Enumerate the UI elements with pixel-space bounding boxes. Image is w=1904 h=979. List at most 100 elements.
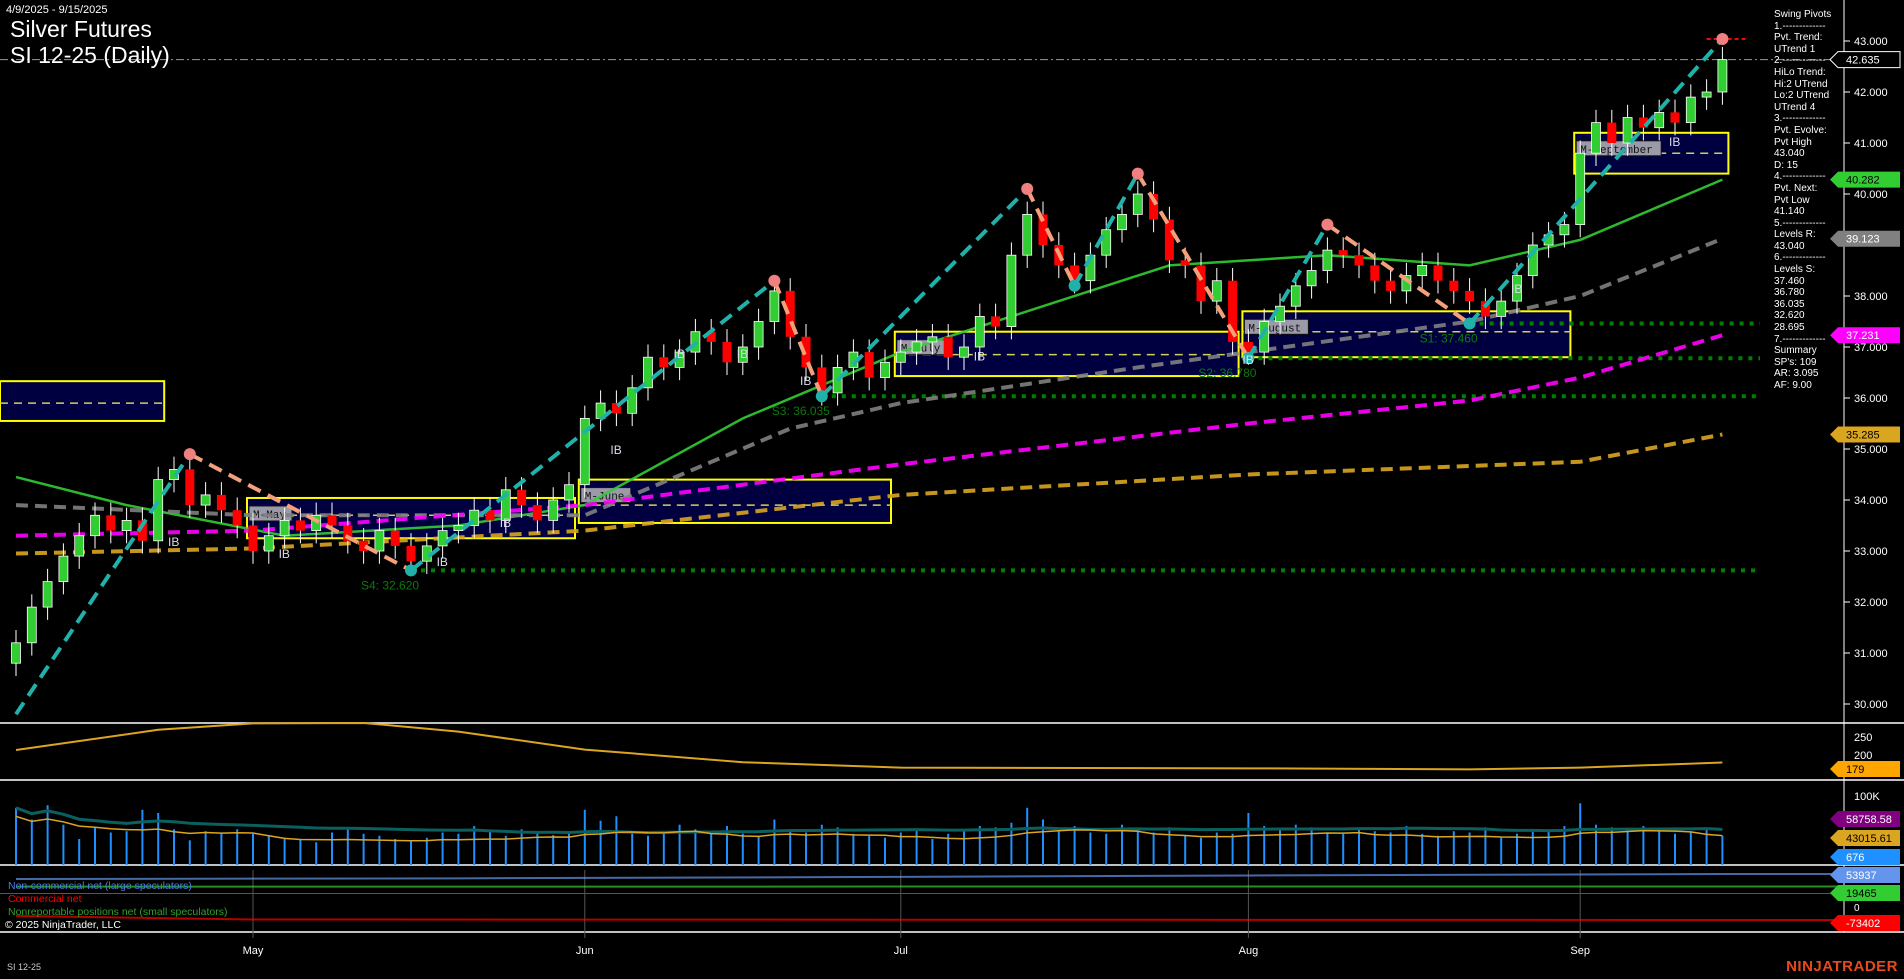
volume-value-tag-text: 676 bbox=[1846, 852, 1864, 864]
info-line: Pvt. Next: bbox=[1774, 182, 1818, 194]
volume-value-tag-text: 58758.58 bbox=[1846, 814, 1892, 826]
y-tick-label: 42.000 bbox=[1854, 87, 1888, 99]
cot-value-tag-shape bbox=[1830, 867, 1900, 883]
cot-value-tag-text: 19465 bbox=[1846, 888, 1877, 900]
candle-body bbox=[1132, 193, 1143, 215]
moving-average-line bbox=[15, 236, 1724, 518]
candle-body bbox=[753, 321, 764, 348]
info-line: Summary bbox=[1774, 345, 1817, 357]
candle-body bbox=[90, 514, 100, 537]
candle-body bbox=[1401, 275, 1412, 292]
candle-body bbox=[311, 514, 322, 531]
legend-noncommercial: Non-commercial net (large speculators) bbox=[8, 880, 192, 892]
ib-label: IB bbox=[279, 547, 290, 561]
candle-body bbox=[1070, 265, 1080, 281]
y-tick-label: 37.000 bbox=[1854, 342, 1888, 354]
ma-value-tag: 37.231 bbox=[1830, 327, 1900, 344]
info-line: 43.040 bbox=[1774, 240, 1805, 252]
candle-body bbox=[880, 361, 890, 378]
swing-line bbox=[188, 452, 412, 573]
info-line: HiLo Trend: bbox=[1774, 66, 1826, 78]
swing-pivot-marker bbox=[1021, 182, 1034, 195]
candle-body bbox=[74, 535, 85, 557]
candle-body bbox=[579, 417, 590, 486]
info-line: Swing Pivots bbox=[1774, 9, 1832, 20]
monthly-box bbox=[0, 380, 166, 422]
legend-nonreportable: Nonreportable positions net (small specu… bbox=[8, 906, 228, 918]
ma-value-tag-shape bbox=[1830, 230, 1900, 247]
ib-label: IB bbox=[1669, 135, 1680, 149]
candle-body bbox=[295, 520, 305, 531]
swing-line bbox=[1246, 223, 1330, 360]
candle-body bbox=[343, 525, 353, 541]
swing-pivot-marker bbox=[1716, 32, 1729, 45]
y-tick-label: 32.000 bbox=[1854, 597, 1888, 609]
ma-value-tag: 35.285 bbox=[1830, 426, 1900, 443]
info-line: 41.140 bbox=[1774, 206, 1805, 218]
candle-body bbox=[121, 520, 132, 532]
candle-body bbox=[1417, 264, 1428, 276]
candle-body bbox=[532, 505, 542, 521]
swing-line bbox=[1326, 222, 1471, 326]
indicator-value-tag-text: 179 bbox=[1846, 764, 1864, 776]
x-tick-label: Sep bbox=[1570, 945, 1590, 957]
volume-value-tag-text: 43015.61 bbox=[1846, 833, 1892, 845]
volume-value-tag-shape bbox=[1830, 811, 1900, 827]
ib-label: IB bbox=[1242, 353, 1253, 367]
info-line: Pvt. Trend: bbox=[1774, 32, 1823, 44]
candle-body bbox=[1670, 112, 1680, 123]
ib-label: IB bbox=[437, 555, 448, 569]
candle-body bbox=[1038, 214, 1048, 245]
monthly-box-label: M-September bbox=[1580, 145, 1653, 157]
candle-body bbox=[153, 479, 164, 542]
candle-body bbox=[801, 336, 811, 368]
y-tick-label: 30.000 bbox=[1854, 699, 1888, 711]
candle-body bbox=[1433, 265, 1443, 281]
swing-pivot-marker bbox=[405, 564, 417, 577]
candle-body bbox=[943, 336, 953, 358]
candle-body bbox=[1701, 91, 1712, 98]
monthly-box-label: M-August bbox=[1248, 323, 1301, 335]
candle-body bbox=[42, 581, 53, 608]
info-line: 32.620 bbox=[1774, 310, 1805, 322]
info-line: 2.------------- bbox=[1774, 55, 1826, 67]
support-label: S1: 37.460 bbox=[1420, 332, 1478, 346]
candle-body bbox=[1654, 112, 1665, 129]
info-line: Pvt Low bbox=[1774, 194, 1810, 206]
candle-body bbox=[1322, 249, 1333, 271]
candle-body bbox=[959, 346, 969, 358]
swing-pivot-marker bbox=[1242, 352, 1255, 365]
last-price-tag: 42.635 bbox=[1829, 51, 1901, 69]
info-line: Lo:2 UTrend bbox=[1774, 90, 1830, 102]
candle-body bbox=[722, 341, 732, 363]
candle-body bbox=[453, 525, 464, 531]
candle-body bbox=[58, 555, 69, 582]
cot-value-tag: 19465 bbox=[1830, 885, 1900, 901]
candle-body bbox=[390, 530, 400, 546]
cot-line bbox=[15, 914, 1844, 921]
candle-body bbox=[1211, 280, 1222, 302]
ma-value-tag: 39.123 bbox=[1830, 230, 1900, 247]
moving-average-line bbox=[15, 333, 1723, 538]
candle-body bbox=[1290, 285, 1301, 307]
candle-body bbox=[706, 331, 716, 342]
candle-body bbox=[564, 484, 574, 501]
candle-body bbox=[11, 642, 21, 664]
volume-value-tag-shape bbox=[1830, 849, 1900, 865]
ma-value-tag-text: 40.282 bbox=[1846, 175, 1880, 187]
y-tick-label: 43.000 bbox=[1854, 36, 1888, 48]
support-label: S3: 36.035 bbox=[772, 404, 830, 418]
candle-body bbox=[1638, 117, 1648, 128]
candle-body bbox=[1527, 244, 1538, 277]
ib-label: IB bbox=[500, 516, 511, 530]
volume-tick-label: 100K bbox=[1854, 791, 1880, 803]
candle-body bbox=[327, 515, 337, 526]
candle-body bbox=[1449, 280, 1459, 291]
candle-body bbox=[1196, 265, 1206, 302]
info-line: 5.------------- bbox=[1774, 217, 1826, 229]
ma-value-tag-text: 35.285 bbox=[1846, 429, 1880, 441]
y-tick-label: 31.000 bbox=[1854, 648, 1888, 660]
candle-body bbox=[627, 387, 638, 414]
candle-body bbox=[185, 469, 195, 506]
